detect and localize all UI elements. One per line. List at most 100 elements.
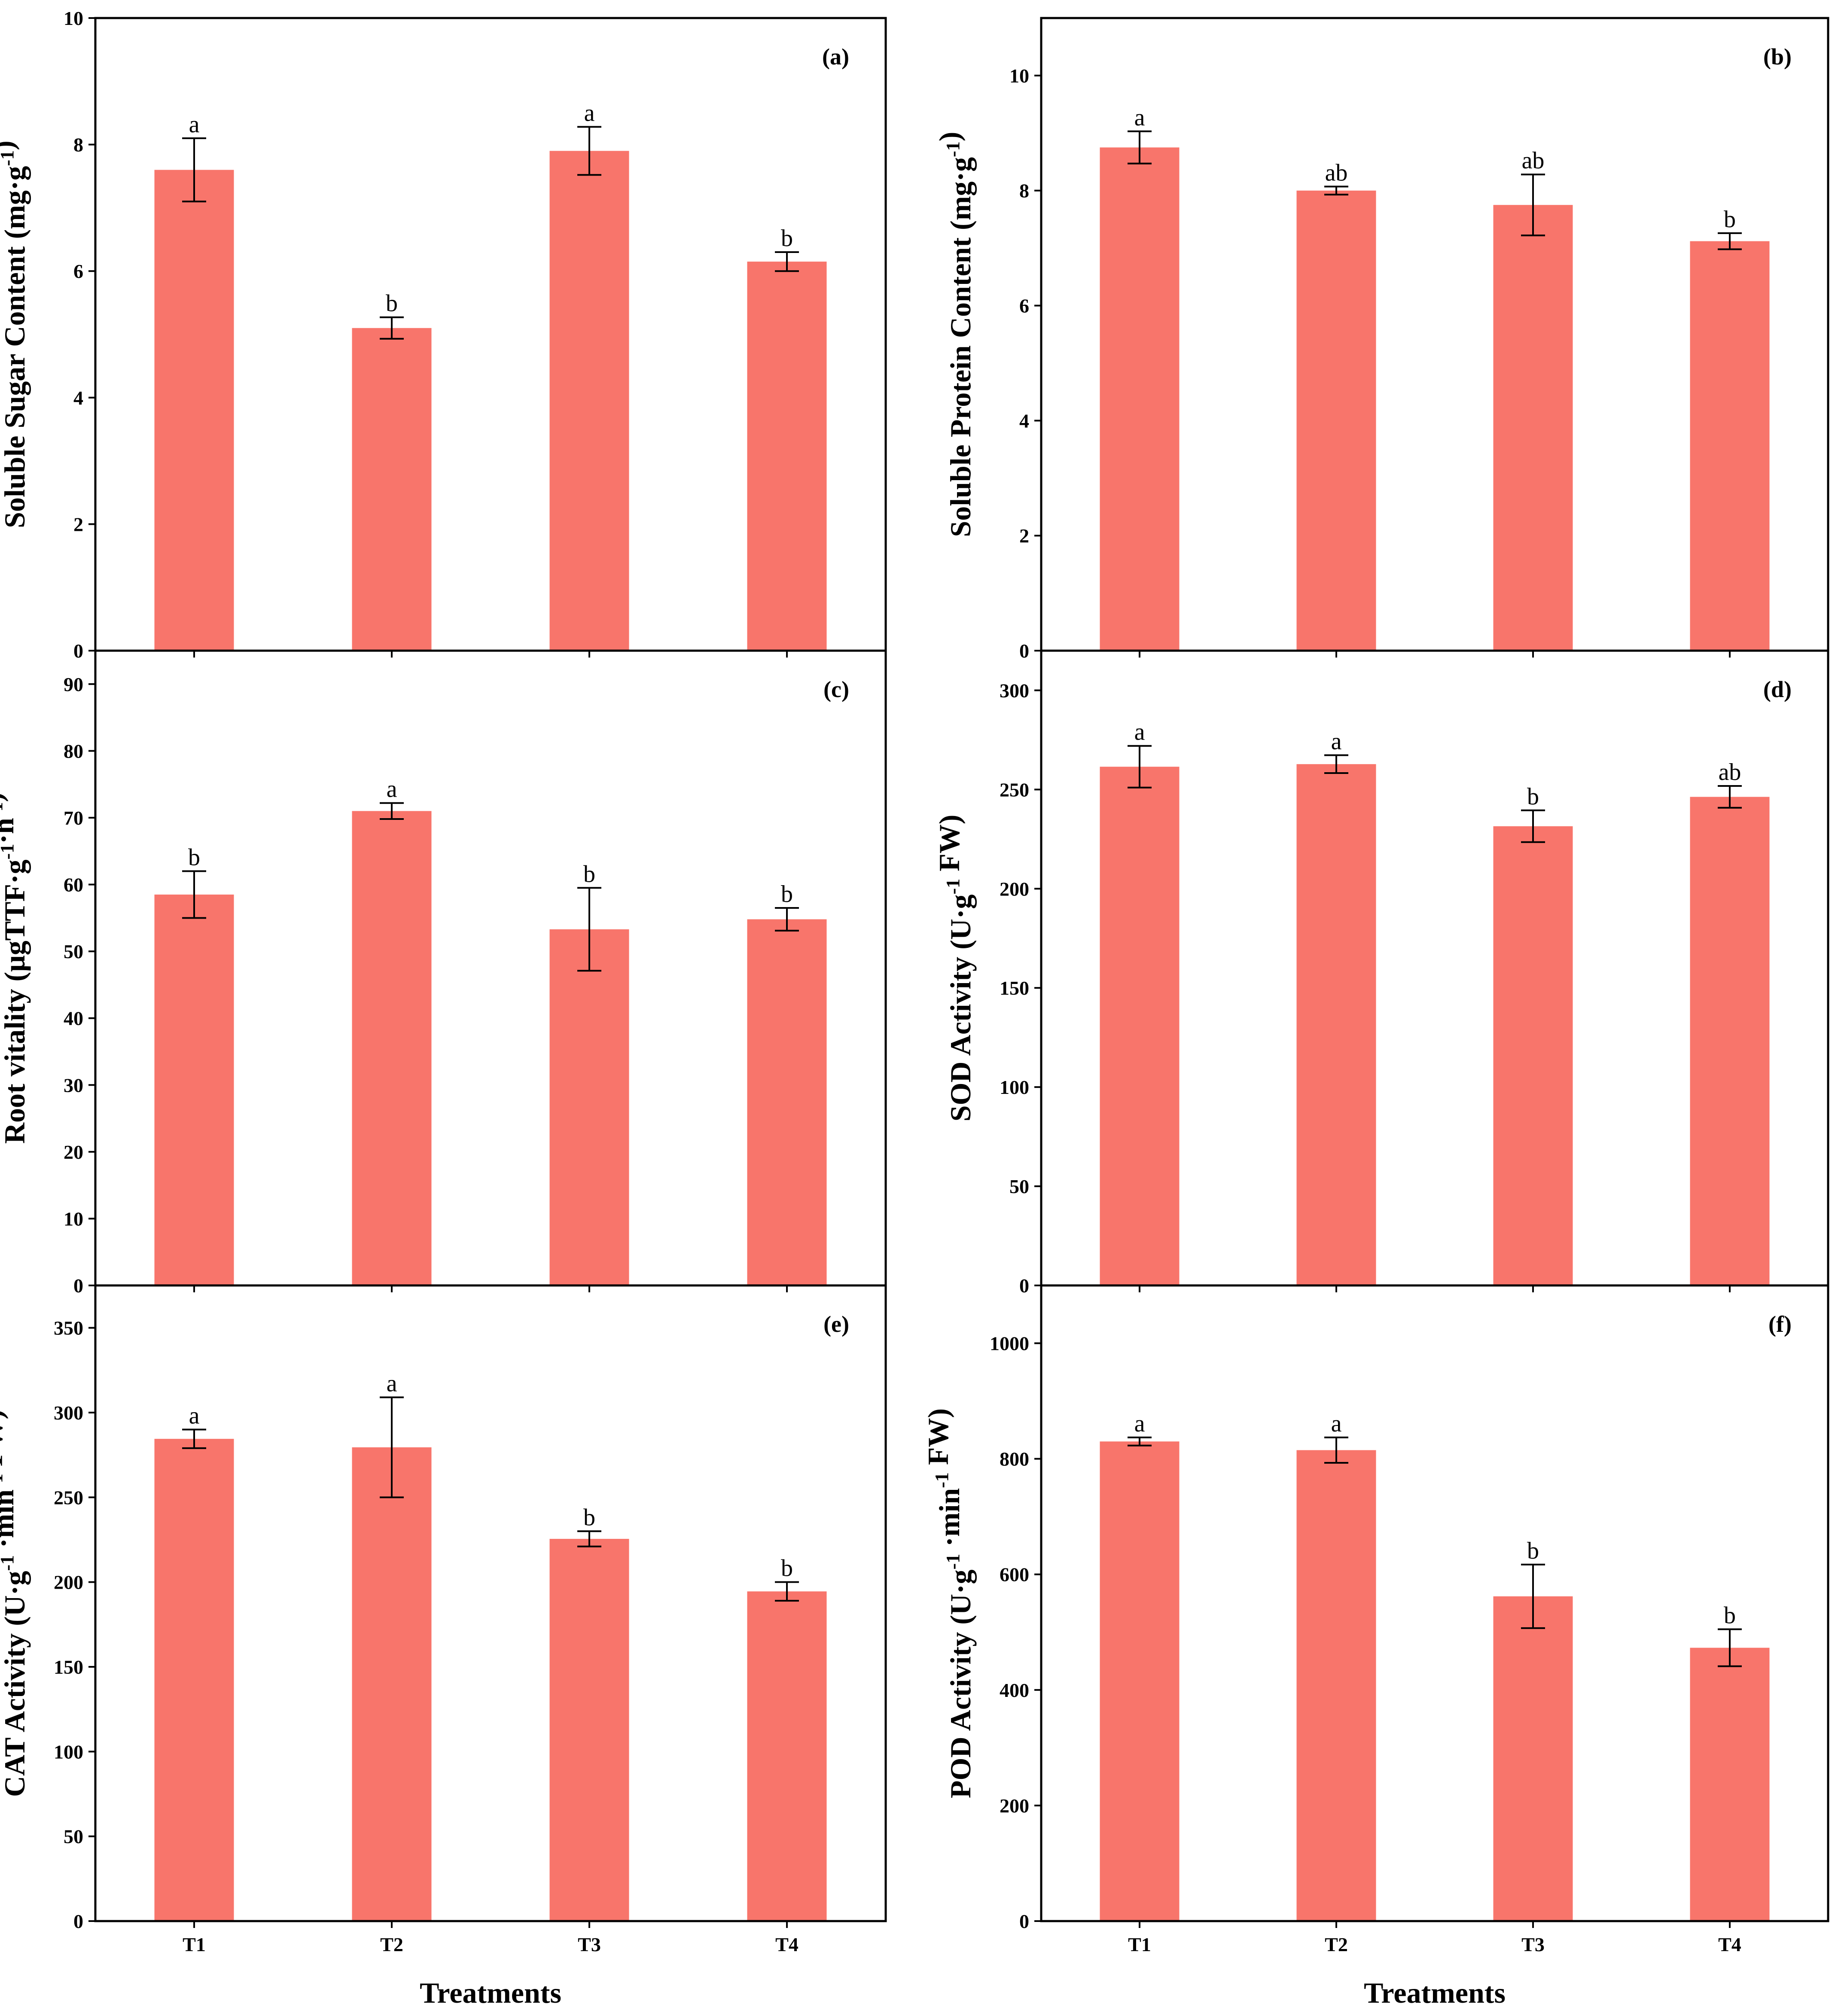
bar-e-T3 — [549, 1539, 629, 1921]
x-tick-label-e-T1: T1 — [183, 1934, 206, 1955]
panel-label-e: (e) — [823, 1311, 849, 1337]
significance-letter-e-T3: b — [583, 1504, 595, 1531]
significance-letter-b-T1: a — [1134, 104, 1145, 131]
panel-label-c: (c) — [823, 676, 849, 702]
error-bar-a-T1 — [182, 137, 206, 203]
error-bar-e-T1 — [182, 1428, 206, 1449]
chart-panel-c: b a b b 0 10 20 30 40 50 60 70 80 90 (c) Root vitality … — [0, 649, 887, 1297]
chart-panel-a: a b a b 0 2 4 6 8 10 (a) Soluble Sugar Content (mg·… — [0, 7, 887, 662]
significance-letter-f-T4: b — [1724, 1602, 1736, 1629]
y-tick-label-b: 6 — [1019, 295, 1029, 317]
y-tick-label-f: 800 — [1000, 1448, 1029, 1470]
y-tick-label-e: 50 — [64, 1826, 83, 1848]
y-tick-label-f: 0 — [1019, 1910, 1029, 1932]
bar-c-T1 — [154, 894, 234, 1285]
axes-frame-f — [1040, 1284, 1829, 1922]
bar-a-T1 — [154, 170, 234, 651]
significance-letter-a-T3: a — [584, 100, 595, 126]
error-bar-f-T2 — [1324, 1436, 1348, 1464]
y-tick-label-a: 10 — [64, 7, 83, 29]
y-tick-label-e: 200 — [54, 1571, 83, 1593]
y-tick-label-d: 0 — [1019, 1275, 1029, 1297]
significance-letter-c-T4: b — [781, 881, 793, 908]
bar-e-T2 — [352, 1447, 432, 1921]
bar-e-T1 — [154, 1439, 234, 1921]
y-axis-label-b: Soluble Protein Content (mg·g-1) — [933, 132, 977, 537]
error-bar-d-T3 — [1521, 809, 1545, 843]
y-tick-label-d: 200 — [1000, 878, 1029, 900]
panel-label-a: (a) — [822, 44, 849, 70]
error-bar-f-T3 — [1521, 1563, 1545, 1629]
x-axis-label-e: Treatments — [420, 1976, 561, 2009]
significance-letter-d-T3: b — [1527, 783, 1539, 810]
y-tick-label-b: 2 — [1019, 525, 1029, 547]
significance-letter-a-T1: a — [189, 111, 200, 138]
y-tick-label-a: 6 — [73, 260, 83, 282]
bar-b-T4 — [1690, 241, 1770, 651]
error-bar-b-T4 — [1718, 232, 1742, 250]
y-axis-label-f: POD Activity (U·g-1 ·min-1 FW) — [922, 1408, 977, 1798]
error-bar-a-T3 — [577, 126, 601, 176]
y-tick-label-c: 10 — [64, 1208, 83, 1230]
y-tick-label-d: 250 — [1000, 779, 1029, 801]
error-bar-e-T3 — [577, 1530, 601, 1547]
y-tick-label-e: 250 — [54, 1486, 83, 1508]
y-tick-label-e: 100 — [54, 1741, 83, 1763]
error-bar-d-T1 — [1128, 745, 1152, 789]
significance-letter-c-T1: b — [188, 844, 200, 871]
x-tick-label-f-T4: T4 — [1718, 1934, 1741, 1955]
bar-c-T3 — [549, 929, 629, 1285]
error-bar-d-T2 — [1324, 754, 1348, 774]
y-tick-label-f: 400 — [1000, 1679, 1029, 1701]
y-tick-label-e: 350 — [54, 1317, 83, 1339]
y-axis-label-d: SOD Activity (U·g-1 FW) — [933, 815, 977, 1122]
y-tick-label-f: 200 — [1000, 1795, 1029, 1817]
bar-a-T3 — [549, 151, 629, 651]
significance-letter-b-T4: b — [1724, 206, 1736, 233]
significance-letter-a-T4: b — [781, 225, 793, 252]
y-tick-label-e: 150 — [54, 1656, 83, 1678]
y-tick-label-c: 80 — [64, 740, 83, 762]
significance-letter-e-T2: a — [387, 1370, 397, 1397]
chart-panel-b: a ab ab b 0 2 4 6 8 10 (b) Soluble Protein Content … — [933, 17, 1829, 662]
significance-letter-d-T2: a — [1331, 728, 1342, 755]
significance-letter-f-T2: a — [1331, 1410, 1342, 1437]
error-bar-e-T2 — [380, 1396, 404, 1498]
y-tick-label-b: 8 — [1019, 180, 1029, 202]
bar-d-T4 — [1690, 797, 1770, 1285]
panel-label-d: (d) — [1763, 676, 1792, 702]
y-tick-label-c: 20 — [64, 1141, 83, 1163]
y-tick-label-a: 4 — [73, 387, 83, 409]
significance-letter-c-T3: b — [583, 861, 595, 887]
bar-d-T3 — [1493, 826, 1573, 1285]
y-tick-label-c: 40 — [64, 1008, 83, 1029]
y-tick-label-d: 300 — [1000, 679, 1029, 701]
significance-letter-b-T3: ab — [1522, 147, 1545, 174]
error-bar-d-T4 — [1718, 785, 1742, 809]
y-axis-label-c: Root vitality (μgTTF·g-1·h-1) — [0, 792, 31, 1144]
y-tick-label-b: 4 — [1019, 410, 1029, 432]
y-tick-label-a: 2 — [73, 513, 83, 535]
y-axis-label-e: CAT Activity (U·g-1 ·min-1 FW) — [0, 1410, 31, 1797]
y-tick-label-e: 0 — [73, 1910, 83, 1932]
significance-letter-d-T4: ab — [1719, 759, 1741, 786]
bar-f-T2 — [1296, 1450, 1376, 1921]
bar-a-T2 — [352, 328, 432, 651]
significance-letter-e-T4: b — [781, 1555, 793, 1582]
y-tick-label-b: 0 — [1019, 640, 1029, 662]
y-axis-label-a: Soluble Sugar Content (mg·g-1) — [0, 140, 31, 528]
x-tick-label-f-T1: T1 — [1128, 1934, 1151, 1955]
y-tick-label-d: 150 — [1000, 977, 1029, 999]
y-tick-label-f: 600 — [1000, 1564, 1029, 1586]
y-tick-label-d: 100 — [1000, 1076, 1029, 1098]
bar-e-T4 — [747, 1591, 827, 1921]
chart-panel-e: a a b b 0 50 100 150 200 250 300 350 T1 T2 T3 T4 (e) CAT … — [0, 1284, 887, 2009]
y-tick-label-c: 30 — [64, 1074, 83, 1096]
y-tick-label-c: 70 — [64, 807, 83, 829]
x-tick-label-f-T3: T3 — [1521, 1934, 1545, 1955]
significance-letter-c-T2: a — [387, 776, 397, 803]
chart-panel-f: a a b b 0 200 400 600 800 1000 T1 T2 T3 T4 (f) POD Acti… — [922, 1284, 1829, 2009]
y-tick-label-c: 0 — [73, 1275, 83, 1297]
